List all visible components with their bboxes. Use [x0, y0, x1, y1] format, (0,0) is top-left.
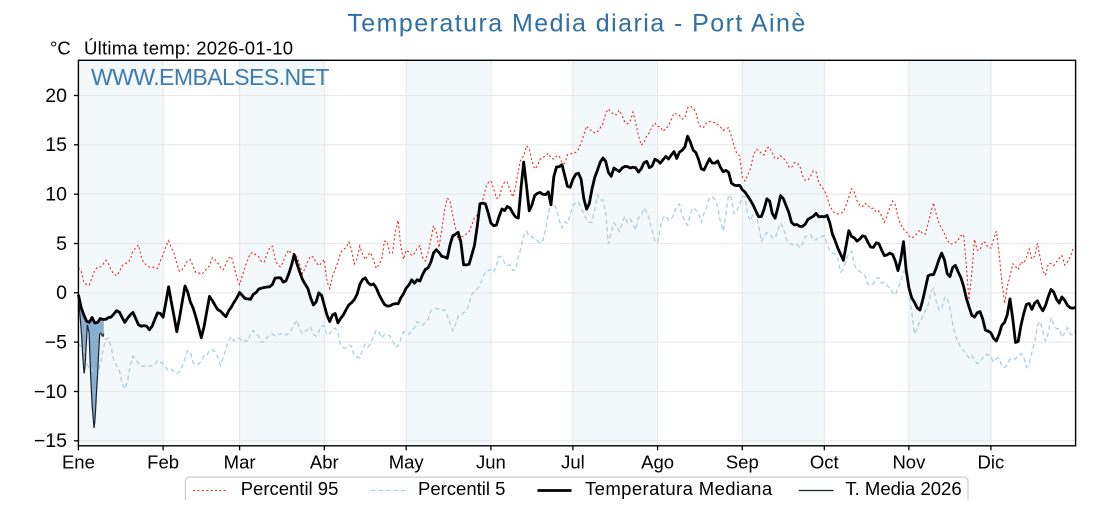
- svg-text:10: 10: [45, 184, 67, 206]
- svg-text:Abr: Abr: [310, 452, 339, 473]
- svg-text:Dic: Dic: [978, 452, 1005, 473]
- svg-text:Jun: Jun: [476, 452, 506, 473]
- svg-text:Ago: Ago: [641, 452, 674, 473]
- svg-text:Jul: Jul: [561, 452, 585, 473]
- svg-text:Oct: Oct: [810, 452, 839, 473]
- svg-text:Feb: Feb: [147, 452, 179, 473]
- svg-text:−5: −5: [45, 332, 67, 354]
- svg-text:Sep: Sep: [726, 452, 759, 473]
- svg-text:Percentil 5: Percentil 5: [418, 478, 505, 499]
- svg-text:20: 20: [45, 85, 67, 107]
- svg-text:5: 5: [56, 233, 67, 255]
- svg-text:Percentil 95: Percentil 95: [241, 478, 339, 499]
- svg-text:0: 0: [56, 282, 67, 304]
- svg-text:T. Media 2026: T. Media 2026: [845, 478, 961, 499]
- svg-text:WWW.EMBALSES.NET: WWW.EMBALSES.NET: [91, 64, 329, 90]
- svg-text:15: 15: [45, 134, 67, 156]
- svg-text:°C: °C: [50, 38, 71, 59]
- svg-text:Mar: Mar: [224, 452, 256, 473]
- svg-text:−10: −10: [34, 381, 67, 403]
- svg-text:Nov: Nov: [892, 452, 926, 473]
- svg-text:−15: −15: [34, 430, 67, 452]
- svg-text:Temperatura Media diaria - Por: Temperatura Media diaria - Port Ainè: [347, 10, 806, 38]
- svg-text:Última temp: 2026-01-10: Última temp: 2026-01-10: [84, 38, 293, 59]
- svg-text:Temperatura Mediana: Temperatura Mediana: [585, 478, 773, 499]
- svg-text:May: May: [389, 452, 425, 473]
- svg-text:Ene: Ene: [62, 452, 95, 473]
